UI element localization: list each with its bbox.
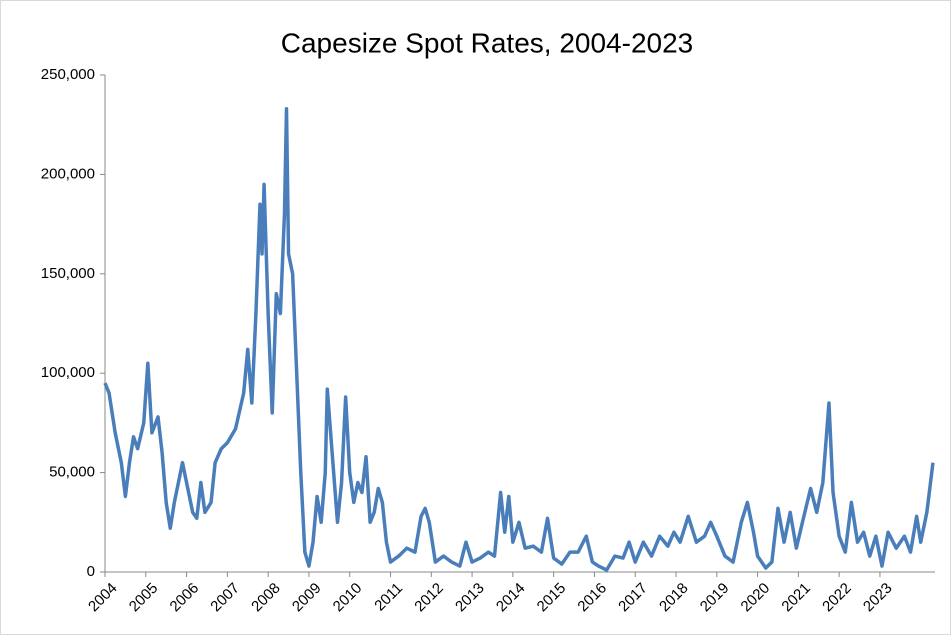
chart-title: Capesize Spot Rates, 2004-2023 — [281, 27, 694, 58]
y-tick-label: 0 — [87, 563, 95, 580]
y-tick-label: 100,000 — [41, 364, 95, 381]
y-tick-label: 200,000 — [41, 165, 95, 182]
y-tick-label: 50,000 — [49, 464, 95, 481]
y-tick-label: 150,000 — [41, 265, 95, 282]
data-line — [103, 107, 935, 572]
y-tick-label: 250,000 — [41, 66, 95, 83]
